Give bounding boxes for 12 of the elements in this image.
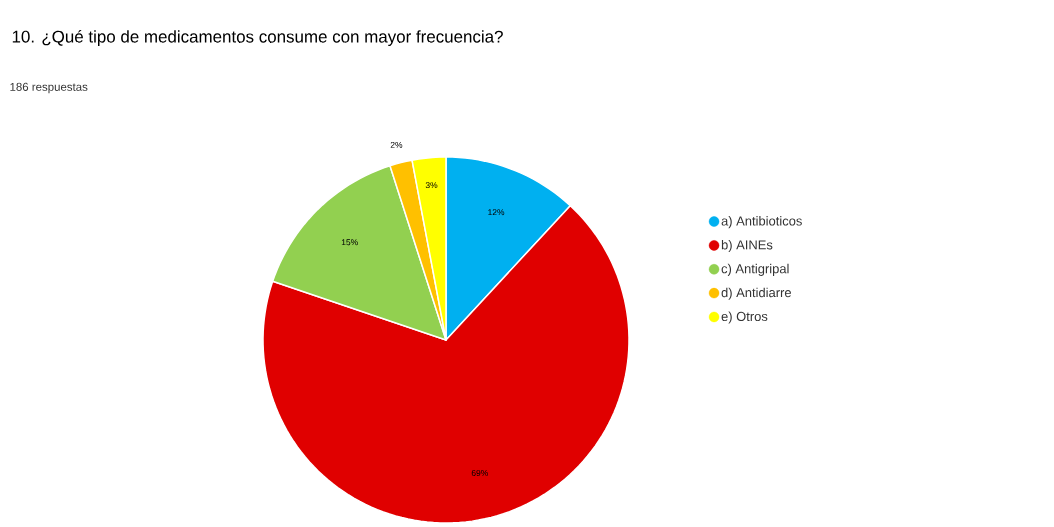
chart-title: 10. ¿Qué tipo de medicamentos consume con mayor frecuencia? [12,30,503,46]
data-label: 15% [341,239,358,246]
legend-label: b) AINEs [721,239,773,253]
data-label: 69% [471,470,488,477]
legend-label: d) Antidiarre [721,287,791,300]
data-label: 12% [488,209,505,216]
legend-label: e) Otros [721,311,768,324]
legend-label: c) Antigripal [721,263,789,276]
data-label: 3% [425,182,438,189]
text: 186 respuestas [10,82,88,94]
legend-label: a) Antibioticos [721,216,802,229]
data-label: 2% [390,141,403,148]
